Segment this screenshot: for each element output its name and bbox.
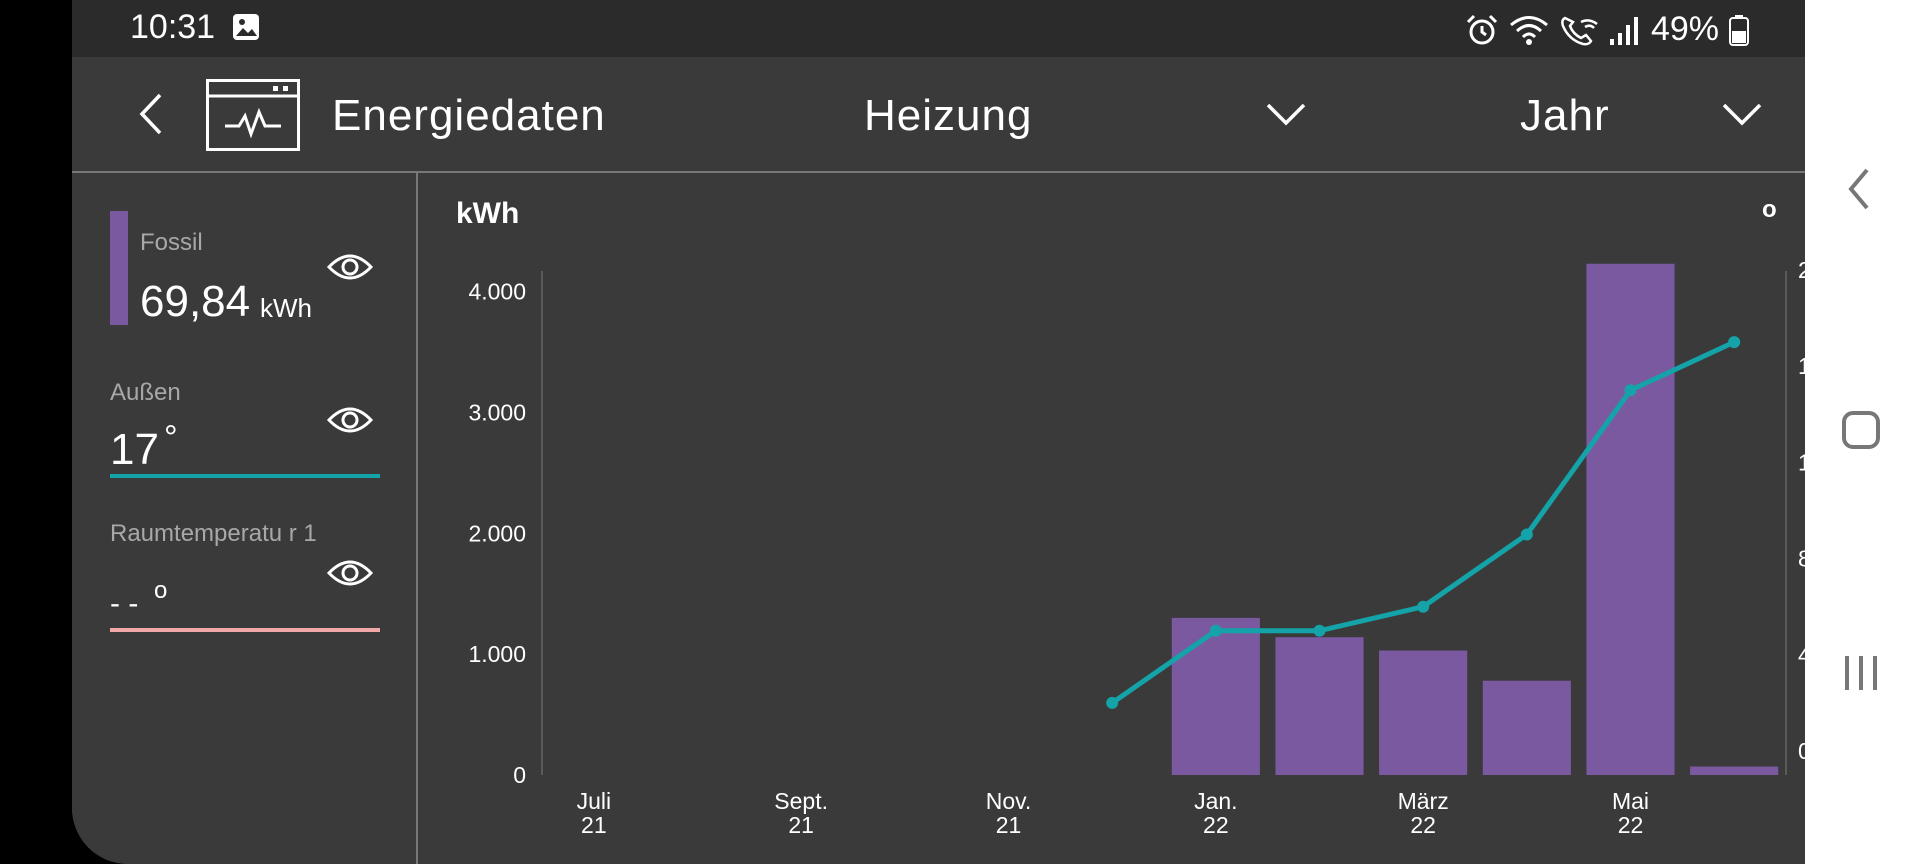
temperature-point-2[interactable] (1209, 624, 1222, 637)
nav-home-icon[interactable] (1841, 410, 1881, 450)
x-tick-label-year: 21 (996, 812, 1022, 838)
y-left-tick-label: 1.000 (468, 641, 526, 667)
legend-panel: Fossil 69,84 kWh Außen 17 ° Raumtemperat… (72, 173, 418, 864)
image-icon (233, 14, 259, 40)
fossil-unit: kWh (260, 293, 312, 323)
bar-8[interactable] (1275, 637, 1364, 775)
energy-chart: kWh o 0 1.000 2.000 3.000 4.000 0 4 8 12 16 20 Ju… (418, 173, 1805, 864)
alarm-icon (1466, 14, 1497, 44)
bar-7[interactable] (1171, 617, 1260, 775)
outside-label: Außen (110, 379, 181, 406)
y-left-unit-label: kWh (456, 197, 519, 230)
y-right-tick-label: 12 (1798, 449, 1805, 475)
category-dropdown[interactable]: Heizung (864, 85, 1344, 145)
x-tick-label-month: Sept. (774, 788, 828, 814)
x-tick-label-year: 22 (1203, 812, 1229, 838)
x-tick-label-month: Nov. (986, 788, 1032, 814)
eye-icon-fossil[interactable] (326, 251, 374, 283)
bar-12[interactable] (1690, 766, 1779, 775)
temperature-point-3[interactable] (1313, 624, 1326, 637)
x-tick-label-year: 21 (788, 812, 814, 838)
energy-monitor-icon (206, 79, 300, 151)
outside-value: 17 (110, 425, 159, 474)
wifi-call-icon (1561, 16, 1598, 45)
period-dropdown-label: Jahr (1520, 91, 1610, 140)
temperature-point-1[interactable] (1106, 696, 1119, 709)
app-bar: Energiedaten Heizung Jahr (72, 57, 1805, 173)
y-left-tick-label: 4.000 (468, 279, 526, 305)
battery-icon (1729, 14, 1749, 46)
temperature-point-4[interactable] (1417, 600, 1430, 613)
page-title: Energiedaten (332, 91, 606, 140)
fossil-value: 69,84 (140, 277, 251, 326)
back-button[interactable] (128, 87, 178, 141)
temperature-point-5[interactable] (1520, 528, 1533, 541)
y-left-tick-label: 3.000 (468, 399, 526, 425)
status-time: 10:31 (130, 8, 216, 46)
chevron-down-icon (1266, 103, 1306, 126)
wifi-icon (1509, 15, 1548, 45)
x-tick-label-month: Mai (1612, 788, 1649, 814)
outside-unit: ° (164, 419, 178, 457)
y-left-tick-label: 2.000 (468, 520, 526, 546)
eye-icon-outside[interactable] (326, 404, 374, 436)
signal-icon (1609, 16, 1638, 45)
x-tick-label-month: Juli (577, 788, 612, 814)
x-tick-label-year: 21 (581, 812, 607, 838)
y-right-tick-label: 0 (1798, 738, 1805, 764)
y-right-tick-label: 8 (1798, 546, 1805, 572)
y-right-tick-label: 4 (1798, 642, 1805, 668)
battery-percent: 49% (1650, 10, 1719, 48)
period-dropdown[interactable]: Jahr (1520, 85, 1780, 145)
category-dropdown-label: Heizung (864, 91, 1033, 140)
status-icons: 49% (1465, 10, 1749, 49)
x-tick-label-year: 22 (1410, 812, 1436, 838)
temperature-point-7[interactable] (1728, 336, 1741, 349)
y-right-tick-label: 20 (1798, 257, 1805, 283)
chevron-down-icon (1722, 103, 1762, 126)
status-bar: 10:31 (72, 0, 1805, 57)
room-unit: o (154, 577, 168, 604)
nav-back-icon[interactable] (1845, 166, 1875, 212)
nav-recents-icon[interactable] (1841, 652, 1881, 692)
x-tick-label-month: Jan. (1194, 788, 1237, 814)
app-window: 10:31 (72, 0, 1805, 864)
x-tick-label-month: März (1398, 788, 1449, 814)
y-left-tick-label: 0 (513, 762, 526, 788)
chart-svg: kWh o 0 1.000 2.000 3.000 4.000 0 4 8 12 16 20 Ju… (456, 196, 1805, 838)
temperature-point-6[interactable] (1624, 384, 1637, 397)
room-value: - - (110, 587, 139, 620)
eye-icon-room[interactable] (326, 557, 374, 589)
fossil-label: Fossil (140, 229, 203, 256)
x-tick-label-year: 22 (1618, 812, 1644, 838)
room-color-line (110, 628, 380, 632)
room-label: Raumtemperatu r 1 (110, 520, 317, 547)
outside-color-line (110, 474, 380, 478)
y-right-unit-label: o (1762, 196, 1777, 223)
bar-9[interactable] (1379, 650, 1468, 775)
system-nav-bar (1805, 0, 1920, 864)
bar-10[interactable] (1482, 680, 1571, 775)
bar-11[interactable] (1586, 263, 1675, 775)
y-right-tick-label: 16 (1798, 353, 1805, 379)
fossil-color-bar (110, 211, 128, 325)
